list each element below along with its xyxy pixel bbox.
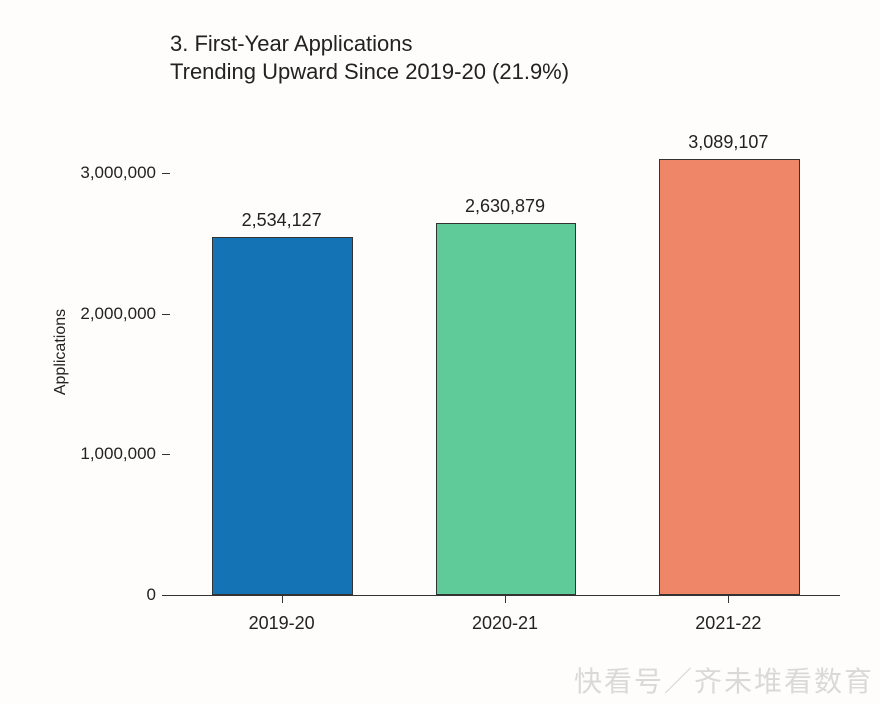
plot-area: 01,000,0002,000,0003,000,0002,534,127201… — [170, 145, 840, 596]
chart-container: 3. First-Year Applications Trending Upwa… — [0, 0, 880, 704]
y-tick-mark — [162, 173, 170, 174]
x-tick-label: 2020-21 — [472, 613, 538, 634]
bar — [436, 223, 576, 595]
x-tick-mark — [505, 595, 506, 603]
y-tick-mark — [162, 314, 170, 315]
y-tick-label: 0 — [147, 585, 156, 605]
y-tick-label: 2,000,000 — [80, 304, 156, 324]
bar-value-label: 3,089,107 — [688, 132, 768, 153]
bar — [212, 237, 352, 595]
chart-title-line2: Trending Upward Since 2019-20 (21.9%) — [170, 58, 569, 86]
y-tick-label: 3,000,000 — [80, 163, 156, 183]
bar-value-label: 2,534,127 — [242, 210, 322, 231]
chart-title: 3. First-Year Applications Trending Upwa… — [170, 30, 569, 86]
x-tick-label: 2021-22 — [695, 613, 761, 634]
chart-title-line1: 3. First-Year Applications — [170, 30, 569, 58]
y-tick-mark — [162, 595, 170, 596]
bar — [659, 159, 799, 595]
bar-value-label: 2,630,879 — [465, 196, 545, 217]
y-axis-label: Applications — [52, 309, 70, 395]
x-tick-label: 2019-20 — [249, 613, 315, 634]
x-tick-mark — [282, 595, 283, 603]
x-tick-mark — [728, 595, 729, 603]
y-tick-mark — [162, 454, 170, 455]
watermark-text: 快看号／齐未堆看数育 — [574, 660, 874, 700]
y-tick-label: 1,000,000 — [80, 444, 156, 464]
